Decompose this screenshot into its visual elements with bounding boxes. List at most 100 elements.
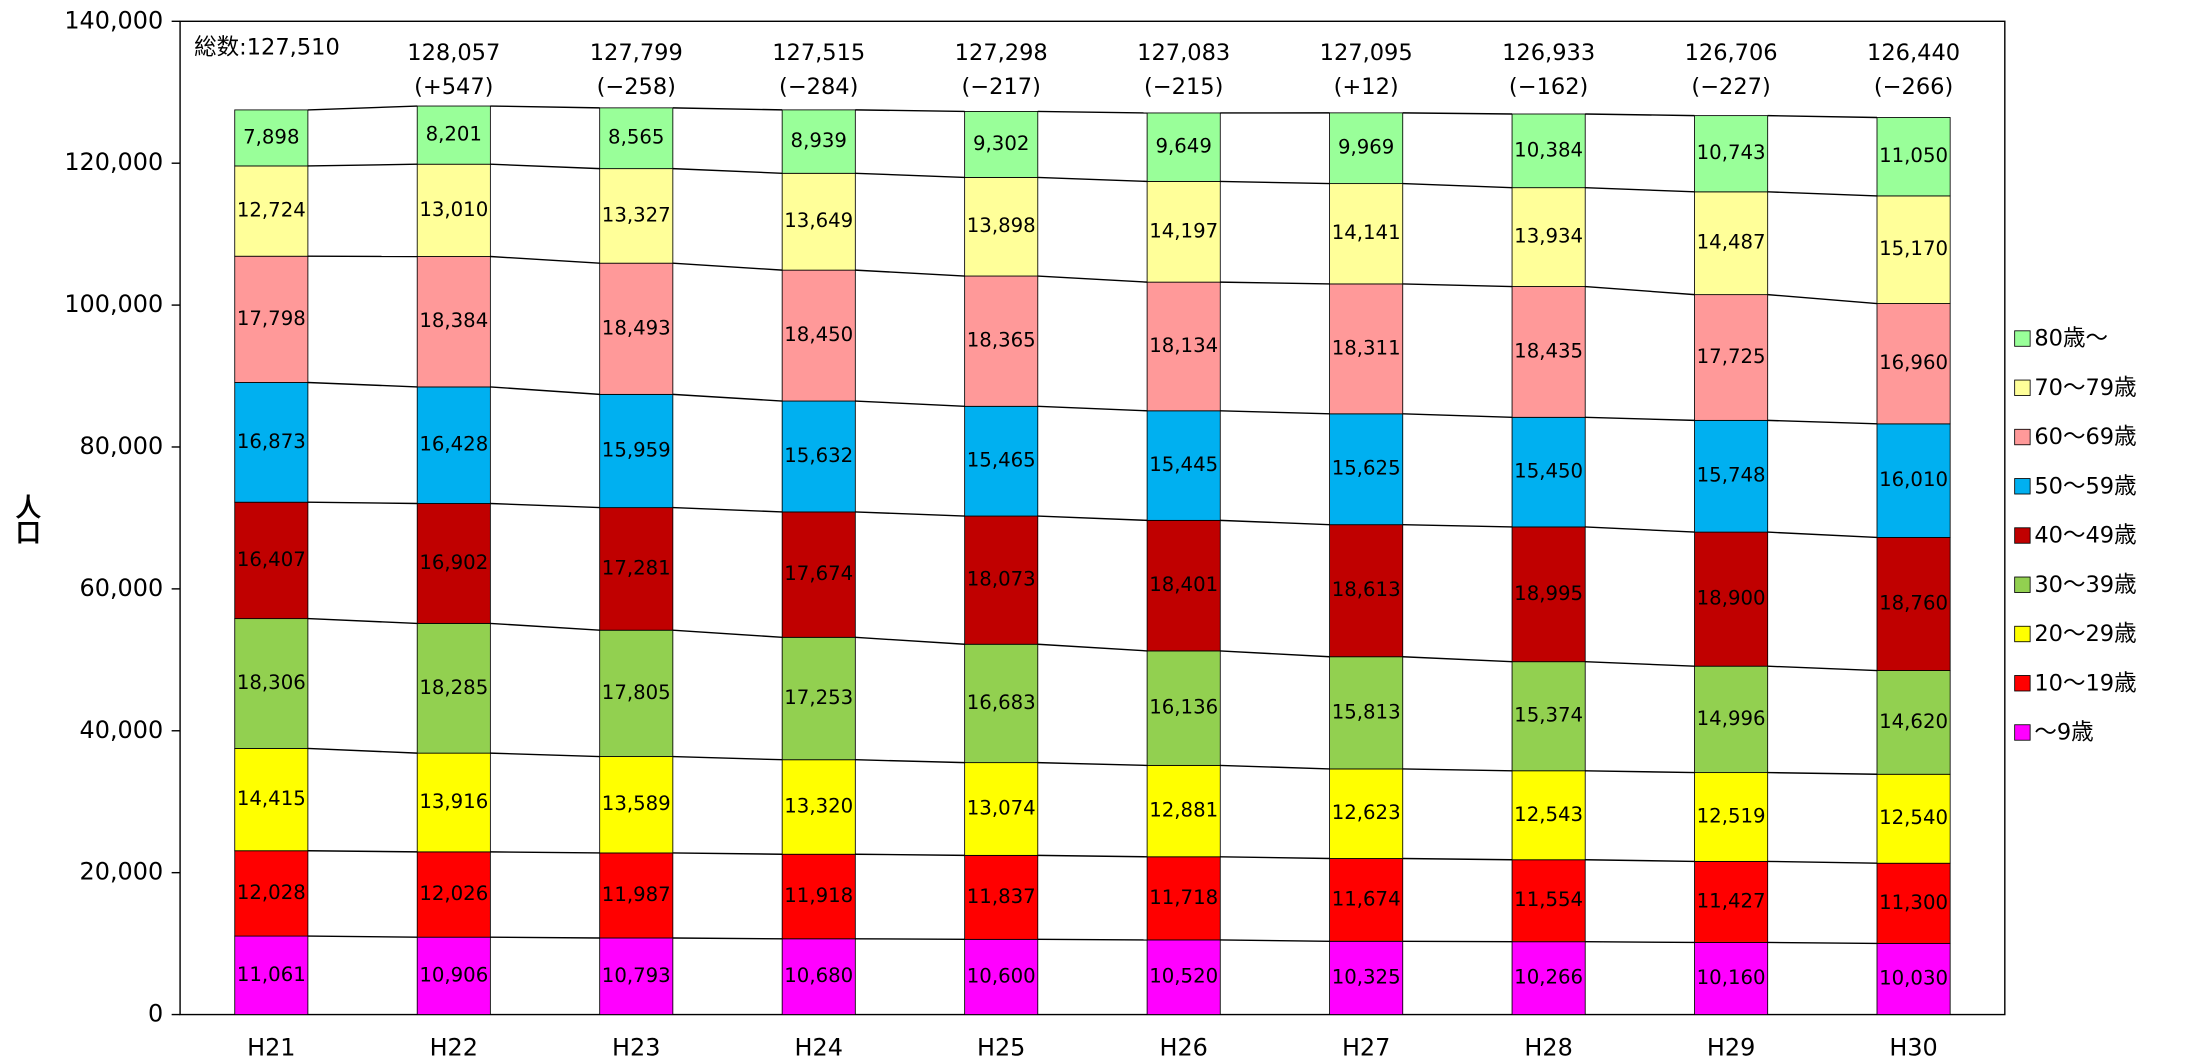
data-label: 18,450: [784, 323, 853, 346]
data-label: 18,613: [1332, 578, 1401, 601]
connector-line: [1585, 941, 1695, 944]
data-label: 12,724: [237, 199, 306, 222]
data-label: 11,050: [1879, 144, 1948, 167]
bar-segment: [1876, 773, 1951, 864]
connector-line: [855, 109, 965, 113]
legend-swatch: [2014, 724, 2031, 741]
bar-segment: [1146, 112, 1221, 182]
connector-line: [490, 105, 600, 109]
total-label: 127,095: [1320, 40, 1413, 66]
total-label: 127,298: [955, 40, 1048, 66]
data-label: 16,428: [419, 433, 488, 456]
data-label: 18,900: [1697, 587, 1766, 610]
bar-segment: [1511, 941, 1586, 1015]
bar-segment: [1511, 187, 1586, 287]
y-tick-label: 40,000: [80, 716, 164, 744]
data-label: 16,407: [237, 548, 306, 571]
bar-segment: [964, 854, 1039, 940]
connector-line: [307, 163, 418, 167]
y-tick-label: 80,000: [80, 432, 164, 460]
total-label: 127,515: [772, 40, 865, 66]
data-label: 13,010: [419, 198, 488, 221]
bar-segment: [964, 275, 1039, 407]
bar-segment: [1146, 856, 1221, 941]
change-label: (−266): [1874, 74, 1953, 100]
connector-line: [307, 935, 418, 938]
bar-segment: [416, 163, 491, 257]
legend-label: 50〜59歳: [2034, 473, 2136, 499]
bar-segment: [1876, 537, 1951, 671]
data-label: 13,327: [602, 203, 671, 226]
bar-segment: [1511, 416, 1586, 528]
bar-segment: [599, 629, 674, 757]
data-label: 8,201: [426, 123, 482, 146]
data-label: 13,898: [967, 214, 1036, 237]
connector-line: [1585, 285, 1695, 296]
data-label: 7,898: [243, 125, 299, 148]
data-label: 11,674: [1332, 887, 1401, 910]
data-label: 15,959: [602, 438, 671, 461]
connector-line: [307, 617, 418, 625]
total-label: 127,799: [590, 40, 683, 66]
bar-segment: [781, 759, 856, 855]
change-label: (+12): [1334, 74, 1399, 100]
data-label: 11,918: [784, 884, 853, 907]
connector-line: [1220, 856, 1330, 860]
connector-line: [1767, 941, 1878, 945]
data-label: 12,540: [1879, 806, 1948, 829]
data-label: 9,969: [1338, 136, 1394, 159]
connector-line: [1220, 519, 1330, 526]
data-label: 13,916: [419, 790, 488, 813]
x-tick-label: H26: [1159, 1033, 1207, 1061]
data-label: 10,030: [1879, 966, 1948, 989]
bar-segment: [599, 262, 674, 395]
connector-line: [490, 502, 600, 509]
data-label: 17,798: [237, 307, 306, 330]
data-label: 18,384: [419, 309, 488, 332]
data-label: 18,134: [1149, 334, 1218, 357]
data-label: 11,554: [1514, 888, 1583, 911]
data-label: 15,625: [1332, 457, 1401, 480]
connector-line: [1402, 112, 1513, 115]
bar-segment: [1146, 939, 1221, 1015]
data-label: 11,837: [967, 885, 1036, 908]
connector-line: [855, 511, 965, 517]
connector-line: [672, 852, 783, 855]
legend-label: 30〜39歳: [2034, 572, 2136, 598]
data-label: 11,427: [1697, 889, 1766, 912]
connector-line: [490, 851, 600, 854]
legend-label: 10〜19歳: [2034, 670, 2136, 696]
data-label: 8,565: [608, 126, 664, 149]
bar-segment: [1694, 531, 1769, 667]
data-label: 15,813: [1332, 700, 1401, 723]
connector-line: [307, 501, 418, 505]
data-label: 10,384: [1514, 138, 1583, 161]
data-label: 17,725: [1697, 345, 1766, 368]
bar-segment: [599, 852, 674, 939]
connector-line: [1767, 665, 1878, 672]
bar-segment: [234, 109, 309, 167]
total-label: 126,933: [1502, 40, 1595, 66]
x-tick-label: H25: [977, 1033, 1025, 1061]
data-label: 12,543: [1514, 803, 1583, 826]
connector-line: [672, 755, 783, 761]
legend-label: 〜9歳: [2034, 720, 2093, 746]
bar-segment: [781, 853, 856, 940]
bar-segment: [1876, 303, 1951, 425]
data-label: 12,026: [419, 882, 488, 905]
data-label: 12,881: [1149, 799, 1218, 822]
x-tick-label: H30: [1889, 1033, 1937, 1061]
legend-label: 40〜49歳: [2034, 523, 2136, 549]
bar-segment: [599, 393, 674, 509]
data-label: 10,520: [1149, 965, 1218, 988]
data-label: 18,760: [1879, 591, 1948, 614]
connector-line: [1037, 938, 1148, 941]
bar-segment: [1694, 665, 1769, 774]
connector-line: [490, 163, 600, 170]
connector-line: [1037, 761, 1148, 767]
bar-segment: [1694, 860, 1769, 943]
y-tick-label: 20,000: [80, 858, 164, 886]
connector-line: [1220, 939, 1330, 943]
